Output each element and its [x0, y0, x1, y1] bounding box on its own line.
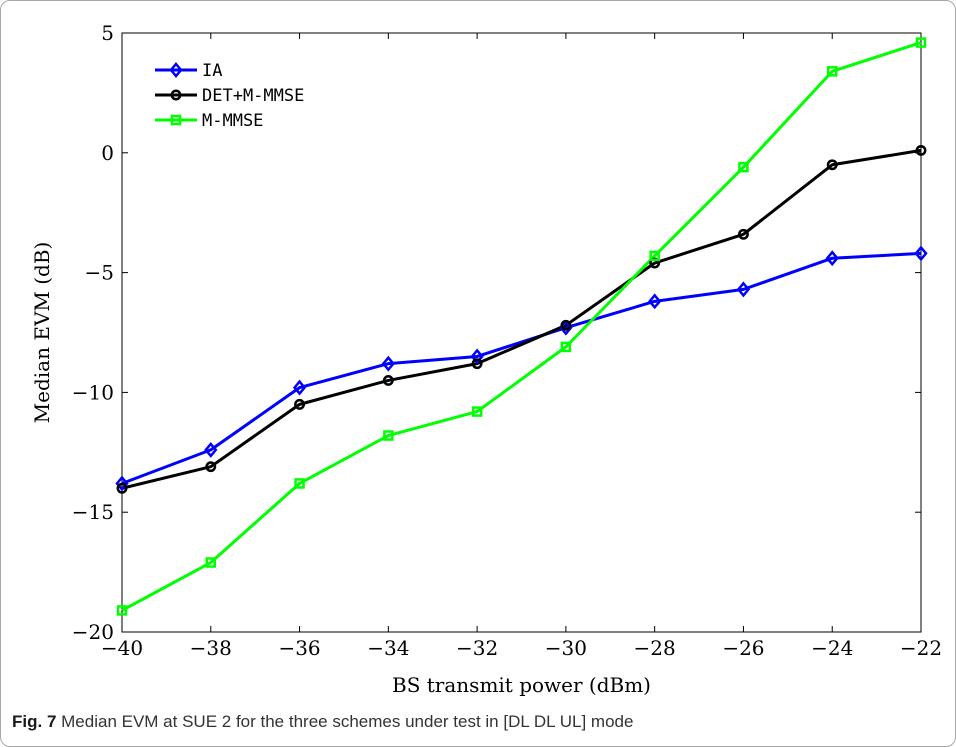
data-point-m-mmse [294, 478, 305, 489]
data-point-m-mmse [826, 66, 838, 77]
x-tick-label: −30 [545, 636, 587, 660]
x-tick-label: −22 [900, 636, 942, 660]
x-axis-title: BS transmit power (dBm) [392, 673, 651, 697]
legend-label: IA [202, 61, 222, 81]
legend-marker [170, 114, 182, 126]
data-point-det-m-mmse [116, 482, 128, 494]
data-point-det-m-mmse [471, 358, 483, 370]
data-point-ia [381, 355, 395, 372]
data-point-det-m-mmse [826, 159, 838, 171]
data-point-m-mmse [915, 37, 927, 48]
data-point-m-mmse [560, 341, 572, 353]
x-tick-label: −34 [367, 636, 409, 660]
axis-ticks: −40 −38 −36 −34 −32 −30 −28 −26 −24 −22 5 0 −5 −10 −15… [72, 21, 942, 660]
y-tick-label: −20 [72, 620, 114, 644]
series-markers [115, 37, 928, 616]
data-point-det-m-mmse [915, 144, 927, 156]
plot-area [121, 32, 922, 633]
caption-label: Fig. 7 [12, 712, 57, 731]
x-tick-label: −40 [101, 636, 143, 660]
x-tick-label: −26 [722, 636, 764, 660]
data-point-det-m-mmse [560, 319, 572, 331]
legend-marker [169, 62, 183, 78]
data-point-ia [115, 475, 129, 492]
data-point-ia [825, 250, 839, 267]
legend-item-ia: IA [155, 61, 222, 81]
legend: IA DET+M-MMSE M-MMSE [155, 61, 304, 131]
data-point-det-m-mmse [737, 228, 749, 240]
y-tick-label: 0 [101, 141, 114, 165]
legend-label: DET+M-MMSE [202, 86, 304, 106]
data-point-det-m-mmse [294, 398, 306, 410]
data-point-m-mmse [471, 406, 483, 417]
figure-caption: Fig. 7 Median EVM at SUE 2 for the three… [12, 712, 633, 732]
data-point-ia [736, 281, 751, 298]
data-point-m-mmse [383, 430, 394, 441]
data-point-ia [648, 293, 662, 310]
data-point-ia [914, 245, 928, 262]
x-tick-label: −36 [278, 636, 320, 660]
data-point-ia [204, 441, 218, 458]
series-line-m-mmse [121, 41, 922, 612]
data-point-det-m-mmse [205, 461, 217, 473]
legend-label: M-MMSE [202, 111, 263, 131]
y-tick-label: −5 [85, 261, 114, 285]
caption-text: Median EVM at SUE 2 for the three scheme… [61, 712, 634, 731]
x-tick-label: −32 [456, 636, 498, 660]
y-tick-label: −10 [72, 380, 114, 404]
data-point-m-mmse [649, 250, 660, 262]
legend-item-det-m-mmse: DET+M-MMSE [155, 86, 304, 106]
series-lines [121, 41, 922, 612]
y-tick-label: −15 [72, 500, 114, 524]
data-point-m-mmse [205, 557, 217, 568]
series-line-ia [121, 251, 922, 485]
data-point-det-m-mmse [382, 374, 394, 386]
x-tick-label: −24 [811, 636, 853, 660]
y-axis-title: Median EVM (dB) [30, 242, 54, 424]
legend-marker [170, 89, 182, 101]
data-point-m-mmse [738, 161, 749, 173]
data-point-m-mmse [116, 605, 128, 616]
x-tick-label: −38 [190, 636, 232, 660]
x-tick-label: −28 [634, 636, 676, 660]
data-point-ia [470, 348, 484, 365]
legend-item-m-mmse: M-MMSE [155, 111, 263, 131]
series-line-det-m-mmse [121, 148, 922, 490]
data-point-ia [292, 379, 307, 396]
y-tick-label: 5 [101, 21, 114, 45]
